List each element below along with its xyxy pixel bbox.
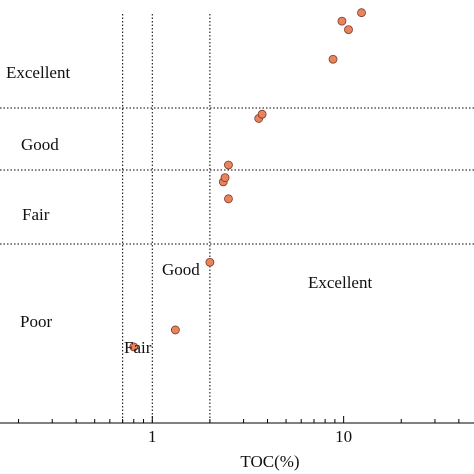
data-point — [337, 16, 347, 26]
data-point — [220, 173, 230, 183]
zone-label-good: Good — [162, 260, 200, 279]
x-ticks: 1 10 — [18, 416, 460, 446]
data-point — [224, 160, 233, 170]
x-tick-label: 10 — [335, 427, 352, 446]
zone-label-fair: Fair — [124, 338, 152, 357]
x-tick-label: 1 — [148, 427, 157, 446]
data-point — [257, 109, 267, 119]
zone-label-excellent: Excellent — [308, 273, 372, 292]
data-point — [357, 8, 366, 18]
data-point — [224, 194, 233, 204]
data-point — [328, 54, 338, 64]
data-points — [129, 8, 366, 352]
data-point — [205, 257, 215, 267]
data-point — [344, 25, 353, 35]
data-point — [129, 342, 139, 352]
row-label-fair: Fair — [22, 205, 50, 224]
row-label-excellent: Excellent — [6, 63, 70, 82]
data-point — [170, 325, 180, 335]
threshold-lines — [0, 14, 474, 423]
x-axis-label: TOC(%) — [240, 452, 299, 471]
row-label-good: Good — [21, 135, 59, 154]
row-label-poor: Poor — [20, 312, 52, 331]
